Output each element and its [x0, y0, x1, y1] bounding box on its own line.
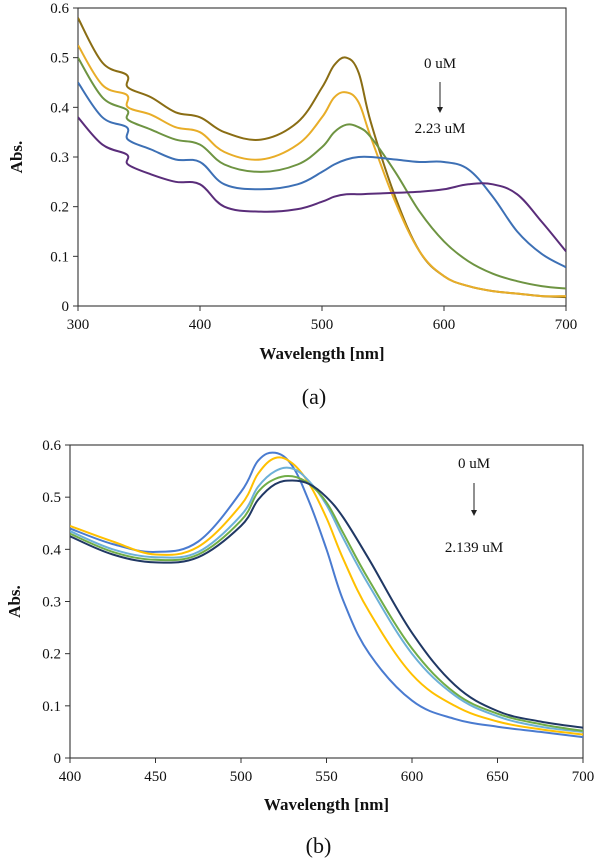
- panel-b-series-line-2: [70, 456, 583, 736]
- panel-b-y-tick-label: 0.6: [42, 438, 61, 454]
- panel-a-series-line-4: [78, 81, 566, 269]
- panel-a-y-tick-label: 0.1: [50, 249, 69, 265]
- panel-a-y-tick-label: 0.5: [50, 51, 69, 67]
- panel-b-annotation-arrow-head: [471, 510, 477, 516]
- panel-b-y-tick-label: 0.2: [42, 647, 61, 663]
- panel-b-y-tick-label: 0.5: [42, 490, 61, 506]
- panel-a-x-tick-label: 300: [67, 317, 90, 333]
- panel-b-series-line-3: [70, 466, 583, 733]
- panel-b-x-tick-label: 600: [401, 769, 424, 785]
- panel-a-y-tick-label: 0.2: [50, 200, 69, 216]
- panel-a-y-tick-label: 0.6: [50, 1, 69, 17]
- panel-a-series-line-3: [78, 57, 566, 290]
- panel-b-y-tick-label: 0: [54, 751, 62, 767]
- panel-a-y-tick-label: 0.4: [50, 100, 69, 116]
- panel-b-x-axis-title: Wavelength [nm]: [264, 795, 389, 814]
- panel-a-label: (a): [302, 384, 326, 409]
- panel-a-x-tick-label: 500: [311, 317, 334, 333]
- panel-a-y-axis-title: Abs.: [7, 141, 26, 174]
- panel-a-x-tick-label: 400: [189, 317, 212, 333]
- panel-a-annotation-end: 2.23 uM: [415, 121, 466, 137]
- panel-a-annotation-start: 0 uM: [424, 56, 456, 72]
- panel-a-series-line-2: [78, 44, 566, 298]
- panel-a-y-tick-label: 0.3: [50, 150, 69, 166]
- panel-b-x-tick-label: 650: [486, 769, 509, 785]
- panel-b-label: (b): [306, 833, 332, 858]
- panel-b-x-tick-label: 500: [230, 769, 253, 785]
- panel-a-x-tick-label: 700: [555, 317, 578, 333]
- panel-b-y-tick-label: 0.4: [42, 542, 61, 558]
- panel-b-series-line-1: [70, 451, 583, 739]
- panel-b-y-tick-label: 0.3: [42, 595, 61, 611]
- panel-a-plot-frame: [77, 7, 567, 307]
- panel-b-y-tick-label: 0.1: [42, 699, 61, 715]
- panel-b-annotation-end: 2.139 uM: [445, 540, 503, 556]
- panel-b-annotation-start: 0 uM: [458, 456, 490, 472]
- panel-b-y-axis-title: Abs.: [5, 585, 24, 618]
- panel-b-x-tick-label: 450: [144, 769, 167, 785]
- panel-b-series-line-4: [70, 474, 583, 732]
- panel-a-x-axis-title: Wavelength [nm]: [259, 344, 384, 363]
- panel-b-x-tick-label: 550: [315, 769, 338, 785]
- panel-a-x-tick-label: 600: [433, 317, 456, 333]
- panel-a-series-line-1: [78, 17, 566, 299]
- panel-a-y-tick-label: 0: [62, 299, 70, 315]
- panel-b-plot-frame: [69, 444, 584, 759]
- panel-b-x-tick-label: 400: [59, 769, 82, 785]
- panel-a-annotation-arrow-head: [437, 107, 443, 113]
- panel-a-series-line-5: [78, 116, 566, 253]
- panel-b-series-line-5: [70, 479, 583, 729]
- panel-b-x-tick-label: 700: [572, 769, 595, 785]
